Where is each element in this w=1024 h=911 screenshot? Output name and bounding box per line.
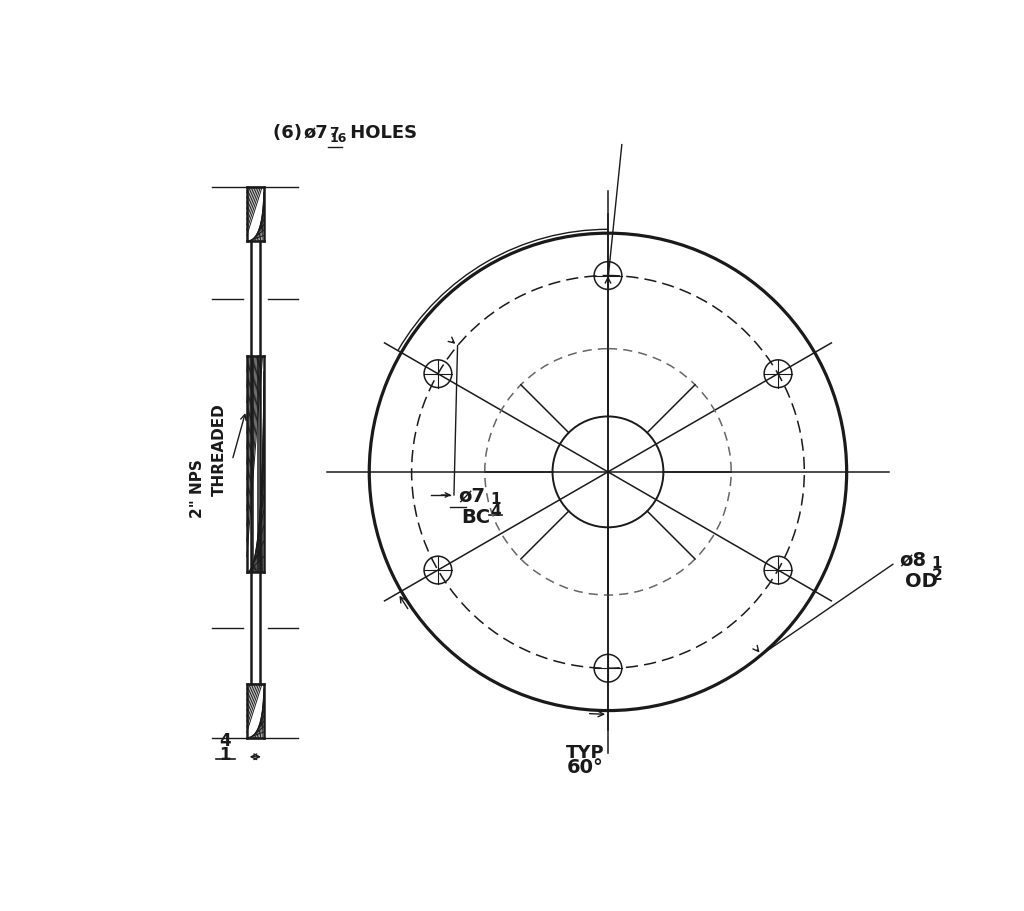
- Text: 7: 7: [330, 126, 339, 140]
- Text: ø7: ø7: [304, 124, 329, 141]
- Text: 4: 4: [490, 504, 501, 518]
- Text: BC: BC: [461, 507, 490, 527]
- Text: THREADED: THREADED: [212, 403, 226, 496]
- Text: 1: 1: [490, 491, 501, 507]
- Text: OD: OD: [905, 571, 938, 590]
- Text: 2" NPS: 2" NPS: [190, 458, 205, 517]
- Text: (6): (6): [273, 124, 308, 141]
- Text: TYP: TYP: [565, 742, 604, 761]
- Text: HOLES: HOLES: [344, 124, 417, 141]
- Text: 60°: 60°: [566, 757, 603, 776]
- Text: 2: 2: [932, 568, 942, 582]
- Text: 4: 4: [219, 732, 231, 749]
- Text: 1: 1: [932, 555, 942, 570]
- Text: 1: 1: [219, 745, 231, 763]
- Text: ø8: ø8: [899, 549, 926, 568]
- Text: 16: 16: [330, 132, 346, 145]
- Text: ø7: ø7: [458, 486, 484, 505]
